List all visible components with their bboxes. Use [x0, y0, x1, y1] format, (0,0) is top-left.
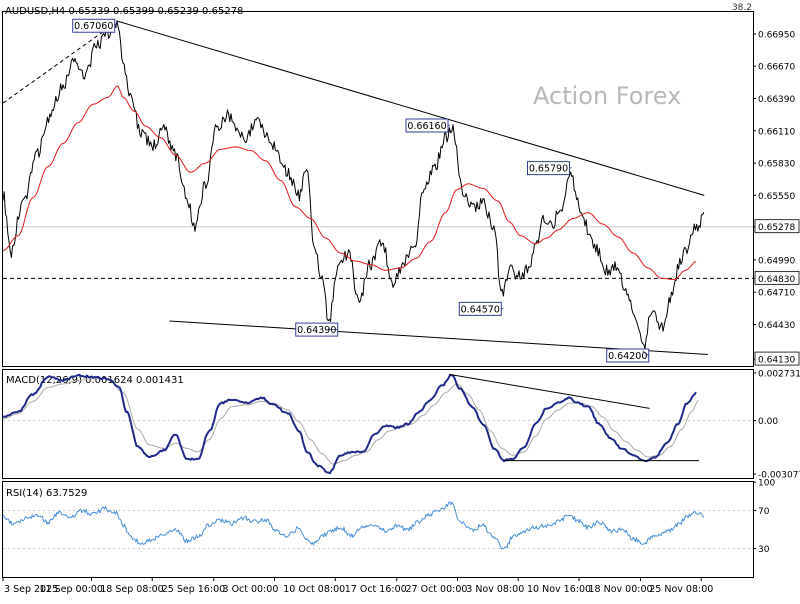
y-tick-label: 0.00 [758, 417, 778, 427]
x-tick-label: 17 Oct 16:00 [345, 584, 407, 595]
x-tick-label: 18 Nov 00:00 [589, 584, 653, 595]
price-label-text: 0.67060 [74, 21, 113, 32]
x-tick-label: 18 Sep 08:00 [100, 584, 163, 595]
y-tick-label: 0.64710 [758, 289, 795, 299]
x-tick-label: 3 Sep 2025 [4, 584, 58, 595]
price-label-text: 0.66160 [407, 121, 446, 132]
rsi-line [2, 501, 705, 550]
price-line [2, 20, 705, 350]
y-tick-label: 0.66670 [758, 63, 795, 73]
y-tick-label: -0.003077 [758, 471, 800, 481]
macd-title: MACD(12,26,9) 0.001624 0.001431 [6, 375, 184, 386]
rsi-panel-frame [2, 481, 754, 578]
current-price-tag [754, 219, 800, 234]
low-tag [754, 351, 800, 366]
x-tick-label: 25 Nov 08:00 [649, 584, 713, 595]
x-tick-label: 10 Oct 08:00 [283, 584, 345, 595]
y-tick-label: 100 [758, 479, 775, 489]
y-tick-label: 0.64830 [758, 275, 795, 285]
price-label-text: 0.64570 [461, 304, 500, 315]
x-tick-label: 25 Sep 16:00 [162, 584, 225, 595]
price-label-text: 0.65790 [529, 164, 568, 175]
price-label-text: 0.64200 [608, 351, 647, 362]
support-tag [754, 270, 800, 285]
trendline [117, 20, 705, 196]
y-tick-label: 0.66950 [758, 30, 795, 40]
y-tick-label: 0.002731 [758, 369, 800, 379]
x-tick-label: 10 Nov 16:00 [527, 584, 591, 595]
y-tick-label: 0.66110 [758, 127, 795, 137]
price-panel-frame [2, 11, 754, 367]
x-tick-label: 3 Nov 08:00 [466, 584, 524, 595]
x-tick-label: 11 Sep 00:00 [40, 584, 103, 595]
y-tick-label: 0.65278 [758, 223, 795, 233]
moving-average-line [2, 85, 697, 280]
trendline-dashed [2, 20, 119, 104]
y-tick-label: 0.65830 [758, 160, 795, 170]
corner-value: 38.2 [732, 3, 752, 13]
x-tick-label: 27 Oct 00:00 [406, 584, 468, 595]
y-tick-label: 0.66390 [758, 95, 795, 105]
price-label-text: 0.64390 [297, 325, 336, 336]
macd-line [2, 373, 697, 475]
y-tick-label: 0.64430 [758, 321, 795, 331]
macd-panel-frame [2, 369, 754, 479]
price-label-connector [447, 124, 451, 126]
y-tick-label: 70 [758, 507, 770, 517]
y-tick-label: 0.65550 [758, 192, 795, 202]
macd-trendline [449, 373, 650, 409]
y-tick-label: 0.64990 [758, 256, 795, 266]
y-tick-label: 30 [758, 545, 770, 555]
price-label-connector [114, 21, 119, 26]
price-label-connector [642, 350, 649, 356]
watermark: Action Forex [533, 82, 681, 110]
price-label-connector [327, 328, 338, 331]
rsi-title: RSI(14) 63.7529 [6, 488, 87, 499]
price-label-connector [569, 167, 572, 169]
symbol-header: AUDUSD,H4 0.65339 0.65399 0.65239 0.6527… [5, 6, 243, 17]
price-label-connector [501, 307, 504, 310]
x-tick-label: 3 Oct 00:00 [223, 584, 279, 595]
y-tick-label: 0.64130 [758, 356, 795, 366]
